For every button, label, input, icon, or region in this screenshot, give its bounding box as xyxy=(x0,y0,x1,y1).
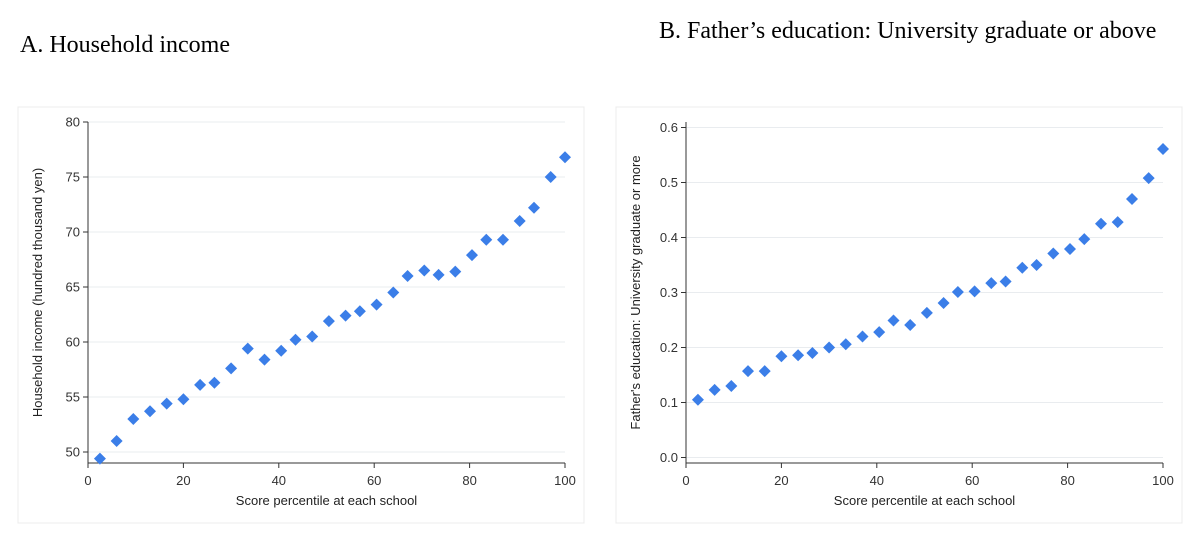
panel-b-plot: 0.0 0.1 0.2 0.3 0.4 0.5 0.6 0 20 40 60 80 100 Score p… xyxy=(628,120,1174,508)
data-point xyxy=(465,249,478,262)
y-tick-label: 0.3 xyxy=(660,285,678,300)
data-point xyxy=(1125,193,1138,205)
panel-b-frame xyxy=(615,106,1183,524)
data-point xyxy=(513,215,526,227)
data-point xyxy=(432,268,445,281)
y-tick-label: 80 xyxy=(66,115,80,130)
data-point xyxy=(241,342,254,355)
y-tick-label: 50 xyxy=(66,445,80,460)
data-point xyxy=(480,233,493,246)
data-point xyxy=(418,264,431,277)
data-point xyxy=(1016,261,1029,274)
y-axis-title: Household income (hundred thousand yen) xyxy=(30,168,45,417)
x-tick-label: 0 xyxy=(682,473,689,488)
y-tick-label: 75 xyxy=(66,170,80,185)
data-point xyxy=(792,349,805,362)
data-point xyxy=(758,365,771,378)
data-point xyxy=(1157,142,1169,155)
data-point xyxy=(839,338,852,351)
data-point xyxy=(951,285,964,298)
x-tick-label: 60 xyxy=(965,473,979,488)
data-point xyxy=(1094,217,1107,230)
x-tick-label: 80 xyxy=(462,473,476,488)
data-point xyxy=(110,435,123,447)
data-point xyxy=(985,277,998,290)
data-point xyxy=(339,309,352,322)
data-point xyxy=(1063,243,1076,256)
data-point xyxy=(306,330,319,343)
data-point xyxy=(544,171,557,183)
data-point xyxy=(806,347,819,359)
data-point xyxy=(449,265,462,278)
data-point xyxy=(496,233,509,246)
y-tick-label: 55 xyxy=(66,390,80,405)
y-axis-title: Father's education: University graduate … xyxy=(628,155,643,429)
data-point xyxy=(353,305,366,318)
y-tick-label: 0.5 xyxy=(660,175,678,190)
data-point xyxy=(144,405,157,418)
panel-b-title: B. Father’s education: University gradua… xyxy=(659,18,1157,44)
y-tick-label: 0.4 xyxy=(660,230,678,245)
x-tick-label: 40 xyxy=(870,473,884,488)
data-point xyxy=(937,296,950,309)
x-axis-title: Score percentile at each school xyxy=(236,493,417,508)
data-point xyxy=(1078,233,1091,246)
data-point xyxy=(904,318,917,331)
panel-a-title: A. Household income xyxy=(20,32,230,58)
y-tick-label: 0.6 xyxy=(660,120,678,135)
x-tick-label: 60 xyxy=(367,473,381,488)
data-point xyxy=(194,378,207,391)
y-tick-label: 0.2 xyxy=(660,340,678,355)
data-point xyxy=(742,365,755,378)
data-point xyxy=(968,285,981,298)
x-tick-label: 100 xyxy=(554,473,576,488)
data-point xyxy=(160,397,173,410)
x-tick-label: 80 xyxy=(1060,473,1074,488)
data-point xyxy=(856,330,869,343)
data-point xyxy=(1111,216,1124,229)
data-point xyxy=(387,286,400,299)
data-point xyxy=(401,270,414,282)
y-tick-label: 0.1 xyxy=(660,395,678,410)
data-point xyxy=(920,306,933,319)
x-tick-label: 20 xyxy=(774,473,788,488)
panel-a-frame xyxy=(17,106,585,524)
data-point xyxy=(1142,172,1155,185)
data-point xyxy=(999,275,1012,288)
y-tick-label: 70 xyxy=(66,225,80,240)
data-point xyxy=(527,201,540,214)
data-point xyxy=(823,341,836,354)
data-point xyxy=(887,314,900,327)
data-point xyxy=(708,383,721,396)
data-point xyxy=(225,362,238,375)
data-point xyxy=(1030,259,1043,271)
data-point xyxy=(127,413,140,425)
data-point xyxy=(1047,247,1060,260)
data-point xyxy=(873,326,886,339)
y-tick-label: 60 xyxy=(66,335,80,350)
x-tick-label: 100 xyxy=(1152,473,1174,488)
y-tick-label: 65 xyxy=(66,280,80,295)
data-point xyxy=(177,393,190,406)
data-point xyxy=(93,452,106,465)
x-tick-label: 20 xyxy=(176,473,190,488)
data-point xyxy=(322,315,335,328)
x-tick-label: 0 xyxy=(84,473,91,488)
data-point xyxy=(258,353,271,366)
x-tick-label: 40 xyxy=(272,473,286,488)
data-point xyxy=(691,393,704,406)
x-axis-title: Score percentile at each school xyxy=(834,493,1015,508)
data-point xyxy=(275,344,288,357)
data-point xyxy=(289,333,302,346)
data-point xyxy=(775,350,788,363)
y-tick-label: 0.0 xyxy=(660,450,678,465)
data-point xyxy=(559,151,571,164)
panel-a-plot: 50 55 60 65 70 75 80 0 20 40 60 80 100 Score percenti… xyxy=(30,115,576,509)
data-point xyxy=(725,380,738,392)
data-point xyxy=(370,298,383,311)
data-point xyxy=(208,376,221,389)
